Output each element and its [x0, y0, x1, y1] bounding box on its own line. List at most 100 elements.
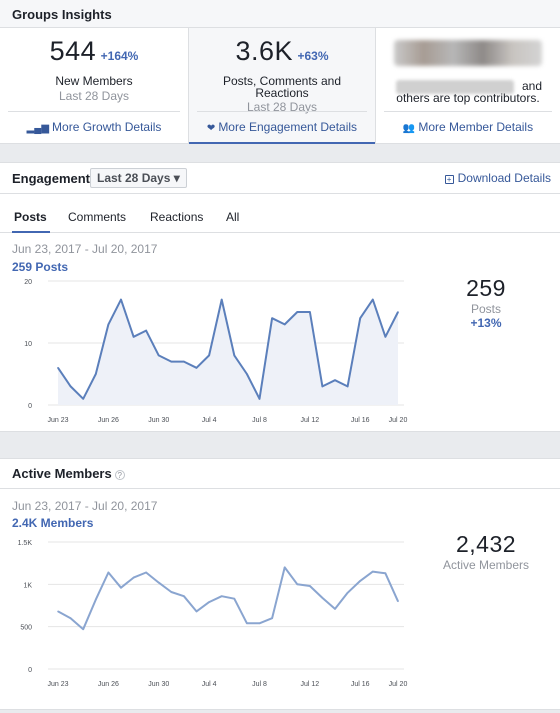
tab-posts[interactable]: Posts	[14, 210, 47, 224]
active-y-tick-label: 500	[20, 625, 32, 632]
date-range-dropdown[interactable]: Last 28 Days ▾	[90, 168, 187, 188]
tab-comments[interactable]: Comments	[68, 210, 127, 224]
posts-x-tick-label: Jun 23	[47, 417, 68, 424]
active-point	[82, 628, 84, 631]
posts-point	[283, 323, 286, 326]
active-x-tick-label: Jul 20	[389, 681, 408, 688]
posts-stat-label: Posts	[470, 302, 501, 316]
posts-point	[94, 373, 97, 375]
posts-point	[220, 298, 223, 301]
new-members-summary: 544 +164% New Members Last 28 Days ▂▄▆ Mo…	[0, 28, 188, 144]
posts-x-tick-label: Jul 12	[301, 417, 320, 424]
new-members-value: 544	[49, 36, 97, 66]
bar-chart-icon: ▂▄▆	[26, 123, 50, 134]
posts-x-tick-label: Jul 8	[252, 417, 267, 424]
active-members-header: Active Members?	[0, 459, 560, 489]
active-members-stat-label: Active Members	[442, 558, 530, 572]
active-tab-underline	[12, 231, 50, 233]
engagement-period: Last 28 Days	[246, 100, 318, 114]
download-details-link[interactable]: + Download Details	[444, 171, 551, 185]
posts-x-tick-label: Jul 20	[389, 417, 408, 424]
more-growth-details-link[interactable]: ▂▄▆ More Growth Details	[26, 120, 162, 134]
new-members-label: New Members	[55, 74, 133, 88]
posts-point	[372, 298, 374, 301]
tab-reactions[interactable]: Reactions	[150, 210, 204, 224]
insights-header: Groups Insights	[0, 0, 560, 28]
posts-chart: 0 10 20 Jun 23 Jun 26 Jun 30 Jul 4 Jul 8 Jul 12 J…	[24, 279, 408, 424]
posts-series-line	[57, 298, 399, 400]
active-point	[334, 608, 336, 610]
active-point	[195, 610, 198, 613]
contributor-avatars-blurred	[394, 40, 542, 66]
contributor-names-blurred	[396, 80, 514, 94]
active-point	[309, 585, 311, 587]
summary-panel: 544 +164% New Members Last 28 Days ▂▄▆ Mo…	[0, 28, 560, 144]
active-point	[57, 610, 59, 613]
posts-point	[208, 354, 210, 357]
posts-point	[321, 385, 324, 388]
active-x-tick-label: Jun 23	[47, 681, 68, 688]
active-y-tick-label: 0	[28, 667, 32, 674]
active-x-tick-label: Jul 12	[301, 681, 320, 688]
active-x-tick-label: Jun 26	[98, 681, 119, 688]
active-x-tick-label: Jul 16	[351, 681, 370, 688]
tab-all[interactable]: All	[226, 210, 240, 224]
active-point	[296, 583, 299, 586]
posts-point	[69, 385, 72, 388]
active-x-tick-label: Jul 8	[252, 681, 267, 688]
active-point	[372, 570, 374, 573]
active-point	[157, 581, 160, 584]
engagement-card: Engagement Last 28 Days ▾ + Download Deta…	[0, 162, 560, 432]
active-y-tick-label: 1K	[23, 582, 32, 589]
posts-point	[334, 379, 336, 381]
posts-point	[57, 367, 59, 369]
contributors-and: and	[522, 79, 543, 93]
active-point	[359, 580, 362, 582]
divider	[8, 111, 180, 112]
posts-stat-change: +13%	[470, 316, 502, 330]
posts-point	[246, 373, 248, 375]
top-contributors-summary: and others are top contributors. 👥 More M…	[376, 28, 560, 144]
posts-point	[258, 398, 261, 400]
download-icon: +	[444, 175, 454, 184]
active-members-date-range: Jun 23, 2017 - Jul 20, 2017	[12, 499, 158, 513]
posts-point	[107, 323, 110, 326]
posts-point	[183, 360, 185, 363]
people-icon: 👥	[402, 123, 416, 134]
active-point	[233, 597, 236, 600]
posts-stat: 259 Posts +13%	[440, 275, 532, 330]
active-y-tick-label: 1.5K	[18, 540, 33, 547]
active-point	[384, 572, 387, 575]
posts-x-tick-label: Jul 4	[202, 417, 217, 424]
engagement-title: Engagement	[12, 171, 91, 186]
active-point	[271, 617, 273, 619]
more-engagement-details-link[interactable]: ❤ More Engagement Details	[206, 120, 358, 134]
posts-point	[296, 311, 299, 313]
question-icon[interactable]: ?	[114, 469, 125, 480]
posts-x-tick-label: Jul 16	[351, 417, 370, 424]
more-member-details-link[interactable]: 👥 More Member Details	[402, 120, 534, 134]
hearts-icon: ❤	[206, 123, 216, 134]
active-point	[346, 592, 349, 594]
posts-y-tick-label: 10	[24, 341, 32, 348]
active-members-title: Active Members?	[12, 466, 125, 481]
posts-point	[132, 336, 135, 338]
new-members-period: Last 28 Days	[58, 89, 130, 103]
posts-point	[157, 354, 160, 357]
active-point	[183, 595, 185, 597]
engagement-label-line2: Reactions	[255, 86, 309, 100]
divider	[197, 111, 367, 112]
active-point	[94, 598, 97, 601]
posts-area	[58, 299, 398, 405]
active-point	[132, 576, 135, 579]
posts-point	[271, 317, 273, 319]
engagement-count-label: 259 Posts	[12, 260, 69, 274]
selected-indicator	[189, 142, 375, 144]
active-point	[321, 597, 324, 599]
active-point	[69, 617, 72, 619]
engagement-tabs: Posts Comments Reactions All	[0, 194, 560, 233]
active-point	[107, 571, 110, 574]
active-series-line	[57, 566, 399, 631]
page-title: Groups Insights	[12, 7, 112, 22]
active-point	[208, 601, 210, 603]
